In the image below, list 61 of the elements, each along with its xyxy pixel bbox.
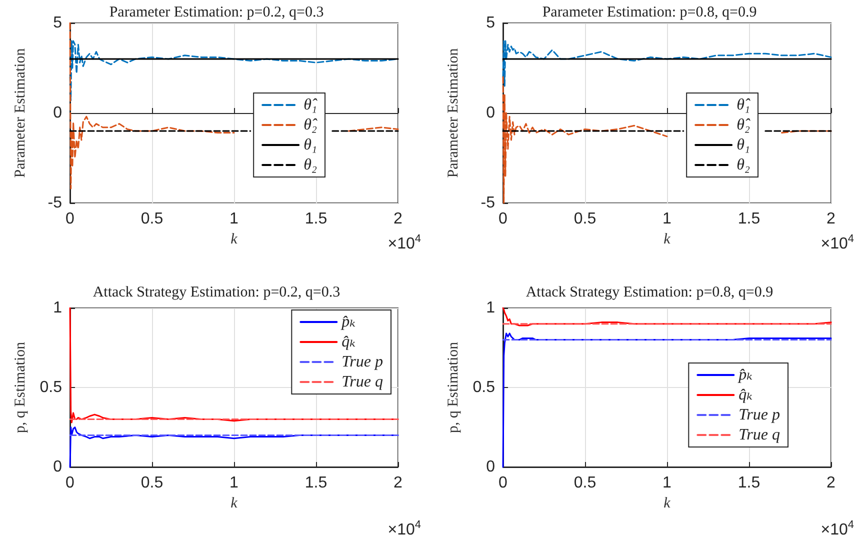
- y-tick-label: 0.5: [472, 379, 496, 396]
- legend-label: p̂ₖ: [340, 314, 356, 330]
- chart-title: Parameter Estimation: p=0.8, q=0.9: [542, 4, 757, 20]
- legend-label: θ₁: [736, 136, 750, 154]
- legend-label: p̂ₖ: [738, 366, 753, 384]
- y-axis-title: p, q Estimation: [446, 341, 462, 434]
- y-axis-title: p, q Estimation: [12, 341, 28, 434]
- legend-label: θ₂: [304, 156, 318, 174]
- x-axis-title: k: [230, 495, 238, 512]
- x-axis-title: k: [230, 231, 238, 248]
- x-tick-label: 0: [66, 474, 75, 492]
- y-tick-label: 1: [486, 300, 496, 316]
- x-tick-label: 0: [498, 474, 508, 492]
- legend-label: q̂ₖ: [342, 334, 356, 350]
- x-tick-label: 1: [662, 210, 672, 228]
- x-tick-label: 0.5: [574, 474, 596, 492]
- x-tick-label: 1.5: [738, 210, 760, 228]
- legend-label: True q: [738, 426, 780, 444]
- legend-label: θ̂₂: [304, 116, 318, 134]
- legend-label: θ₂: [736, 156, 750, 174]
- legend-label: θ₁: [304, 136, 317, 154]
- y-tick-label: 0: [53, 458, 62, 476]
- x-tick-label: 1: [662, 474, 672, 492]
- y-axis-title: Parameter Estimation: [12, 48, 28, 178]
- y-tick-label: 5: [53, 14, 62, 32]
- x-axis-title: k: [664, 231, 671, 248]
- x-tick-label: 0.5: [140, 474, 164, 492]
- y-axis-title: Parameter Estimation: [446, 48, 462, 178]
- legend-label: θ̂₂: [736, 116, 750, 134]
- x-tick-label: 1: [230, 210, 239, 228]
- legend-label: θ̂₁: [304, 96, 318, 114]
- x-tick-label: 0.5: [574, 210, 596, 228]
- x-tick-label: 2: [394, 474, 403, 492]
- legend-label: True q: [342, 374, 383, 390]
- legend-label: θ̂₁: [736, 96, 750, 114]
- x-tick-label: 0: [498, 210, 508, 228]
- y-tick-label: 0: [486, 458, 496, 476]
- x-tick-label: 2: [826, 210, 836, 228]
- legend-label: q̂ₖ: [738, 386, 753, 404]
- y-tick-label: 0: [486, 104, 496, 122]
- y-tick-label: 0: [53, 104, 62, 122]
- y-tick-label: -5: [480, 194, 496, 212]
- chart-title: Parameter Estimation: p=0.2, q=0.3: [109, 4, 324, 20]
- x-axis-title: k: [664, 495, 671, 512]
- y-tick-label: 5: [486, 14, 496, 32]
- x-tick-label: 1.5: [304, 210, 328, 228]
- chart-title: Attack Strategy Estimation: p=0.8, q=0.9: [526, 284, 774, 300]
- x-tick-label: 1: [230, 474, 239, 492]
- x-tick-label: 1.5: [304, 474, 328, 492]
- y-tick-label: 1: [53, 300, 62, 316]
- x-tick-label: 0.5: [140, 210, 164, 228]
- legend-label: True p: [738, 406, 780, 424]
- y-tick-label: 0.5: [40, 379, 62, 396]
- x-tick-label: 0: [66, 210, 75, 228]
- x-tick-label: 2: [394, 210, 403, 228]
- line-series: [502, 40, 832, 87]
- x-tick-label: 1.5: [738, 474, 760, 492]
- legend-label: True p: [342, 354, 383, 370]
- x-tick-label: 2: [826, 474, 836, 492]
- y-tick-label: -5: [48, 194, 62, 212]
- chart-title: Attack Strategy Estimation: p=0.2, q=0.3: [92, 284, 340, 300]
